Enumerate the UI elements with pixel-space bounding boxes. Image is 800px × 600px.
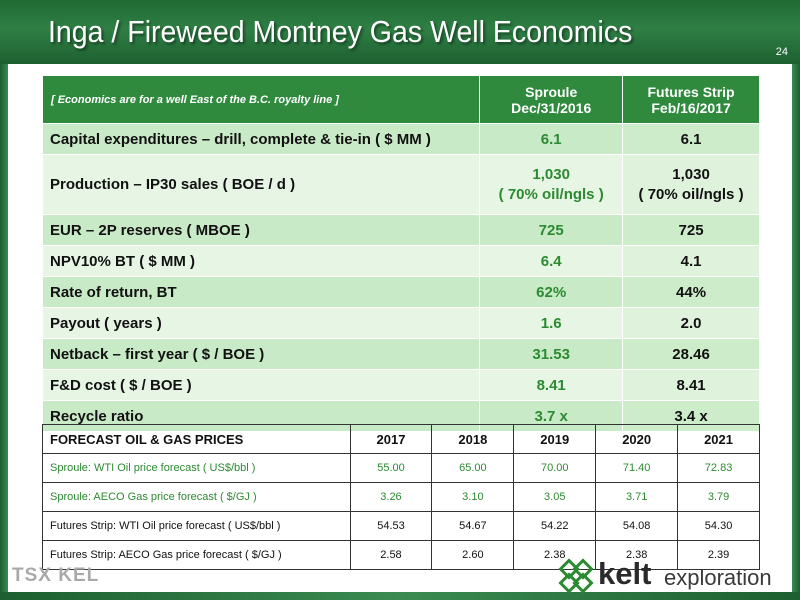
kelt-subtitle: exploration: [664, 565, 772, 590]
forecast-value: 2.58: [349, 540, 433, 570]
column-header-line: Futures Strip: [647, 83, 735, 100]
forecast-label: Sproule: AECO Gas price forecast ( $/GJ …: [42, 482, 351, 512]
futures-value: 6.1: [622, 123, 760, 155]
forecast-table: FORECAST OIL & GAS PRICES 2017 2018 2019…: [42, 424, 760, 570]
kelt-knot-icon: [558, 558, 594, 594]
forecast-value: 72.83: [677, 453, 760, 483]
year-header: 2020: [595, 424, 679, 454]
sproule-value: 6.4: [479, 245, 624, 277]
value-line: ( 70% oil/ngls ): [498, 185, 604, 203]
table-row: NPV10% BT ( $ MM ) 6.4 4.1: [41, 245, 760, 277]
futures-value: 2.0: [622, 307, 760, 339]
row-label: NPV10% BT ( $ MM ): [41, 245, 481, 277]
forecast-value: 54.22: [513, 511, 597, 541]
forecast-value: 54.67: [431, 511, 515, 541]
table-row: Payout ( years ) 1.6 2.0: [41, 307, 760, 339]
year-header: 2018: [431, 424, 515, 454]
forecast-title: FORECAST OIL & GAS PRICES: [42, 424, 351, 454]
kelt-wordmark: kelt: [598, 556, 652, 591]
value-line: ( 70% oil/ngls ): [638, 185, 744, 203]
table-row: Futures Strip: AECO Gas price forecast (…: [42, 540, 760, 570]
futures-value: 725: [622, 214, 760, 246]
row-label: Rate of return, BT: [41, 276, 481, 308]
forecast-header-row: FORECAST OIL & GAS PRICES 2017 2018 2019…: [42, 424, 760, 454]
forecast-value: 2.38: [595, 540, 679, 570]
forecast-value: 55.00: [349, 453, 433, 483]
table-row: Production – IP30 sales ( BOE / d ) 1,03…: [41, 154, 760, 215]
value-line: 1,030: [672, 165, 710, 183]
sproule-value: 8.41: [479, 369, 624, 401]
forecast-value: 3.79: [677, 482, 760, 512]
futures-value: 28.46: [622, 338, 760, 370]
sproule-value: 62%: [479, 276, 624, 308]
forecast-label: Futures Strip: WTI Oil price forecast ( …: [42, 511, 351, 541]
table-row: EUR – 2P reserves ( MBOE ) 725 725: [41, 214, 760, 246]
forecast-value: 2.39: [677, 540, 760, 570]
forecast-value: 54.08: [595, 511, 679, 541]
sproule-value: 31.53: [479, 338, 624, 370]
sproule-value: 6.1: [479, 123, 624, 155]
row-label: F&D cost ( $ / BOE ): [41, 369, 481, 401]
economics-note: [ Economics are for a well East of the B…: [41, 75, 481, 124]
column-header-line: Feb/16/2017: [651, 99, 731, 116]
column-header-line: Sproule: [525, 83, 578, 100]
row-label: Capital expenditures – drill, complete &…: [41, 123, 481, 155]
table-row: Rate of return, BT 62% 44%: [41, 276, 760, 308]
futures-value: 8.41: [622, 369, 760, 401]
table-row: Netback – first year ( $ / BOE ) 31.53 2…: [41, 338, 760, 370]
forecast-value: 3.26: [349, 482, 433, 512]
forecast-value: 70.00: [513, 453, 597, 483]
page-number: 24: [775, 46, 788, 58]
sproule-value: 725: [479, 214, 624, 246]
table-row: Capital expenditures – drill, complete &…: [41, 123, 760, 155]
row-label: EUR – 2P reserves ( MBOE ): [41, 214, 481, 246]
bottom-border: [0, 592, 800, 600]
table-row: Futures Strip: WTI Oil price forecast ( …: [42, 511, 760, 541]
forecast-value: 54.53: [349, 511, 433, 541]
table-row: Sproule: AECO Gas price forecast ( $/GJ …: [42, 482, 760, 512]
forecast-value: 3.10: [431, 482, 515, 512]
right-border: [792, 64, 800, 600]
kelt-logo: kelt exploration: [558, 556, 798, 596]
header-bar: Inga / Fireweed Montney Gas Well Economi…: [0, 0, 800, 64]
forecast-value: 2.38: [513, 540, 597, 570]
value-line: 1,030: [532, 165, 570, 183]
futures-value: 4.1: [622, 245, 760, 277]
row-label: Netback – first year ( $ / BOE ): [41, 338, 481, 370]
forecast-value: 3.05: [513, 482, 597, 512]
forecast-label: Futures Strip: AECO Gas price forecast (…: [42, 540, 351, 570]
economics-header-row: [ Economics are for a well East of the B…: [41, 75, 760, 124]
sproule-value: 1.6: [479, 307, 624, 339]
row-label: Production – IP30 sales ( BOE / d ): [41, 154, 481, 215]
table-row: F&D cost ( $ / BOE ) 8.41 8.41: [41, 369, 760, 401]
year-header: 2017: [349, 424, 433, 454]
forecast-value: 71.40: [595, 453, 679, 483]
column-header-futures: Futures Strip Feb/16/2017: [622, 75, 760, 124]
futures-value: 44%: [622, 276, 760, 308]
year-header: 2021: [677, 424, 760, 454]
table-row: Sproule: WTI Oil price forecast ( US$/bb…: [42, 453, 760, 483]
forecast-value: 3.71: [595, 482, 679, 512]
futures-value: 1,030 ( 70% oil/ngls ): [622, 154, 760, 215]
left-border: [0, 64, 8, 600]
economics-table: [ Economics are for a well East of the B…: [41, 75, 760, 432]
forecast-value: 54.30: [677, 511, 760, 541]
sproule-value: 1,030 ( 70% oil/ngls ): [479, 154, 624, 215]
page-title: Inga / Fireweed Montney Gas Well Economi…: [48, 14, 633, 49]
tsx-logo: TSX KEL: [12, 565, 100, 586]
forecast-value: 2.60: [431, 540, 515, 570]
year-header: 2019: [513, 424, 597, 454]
column-header-line: Dec/31/2016: [511, 99, 592, 116]
forecast-value: 65.00: [431, 453, 515, 483]
column-header-sproule: Sproule Dec/31/2016: [479, 75, 624, 124]
row-label: Payout ( years ): [41, 307, 481, 339]
forecast-label: Sproule: WTI Oil price forecast ( US$/bb…: [42, 453, 351, 483]
